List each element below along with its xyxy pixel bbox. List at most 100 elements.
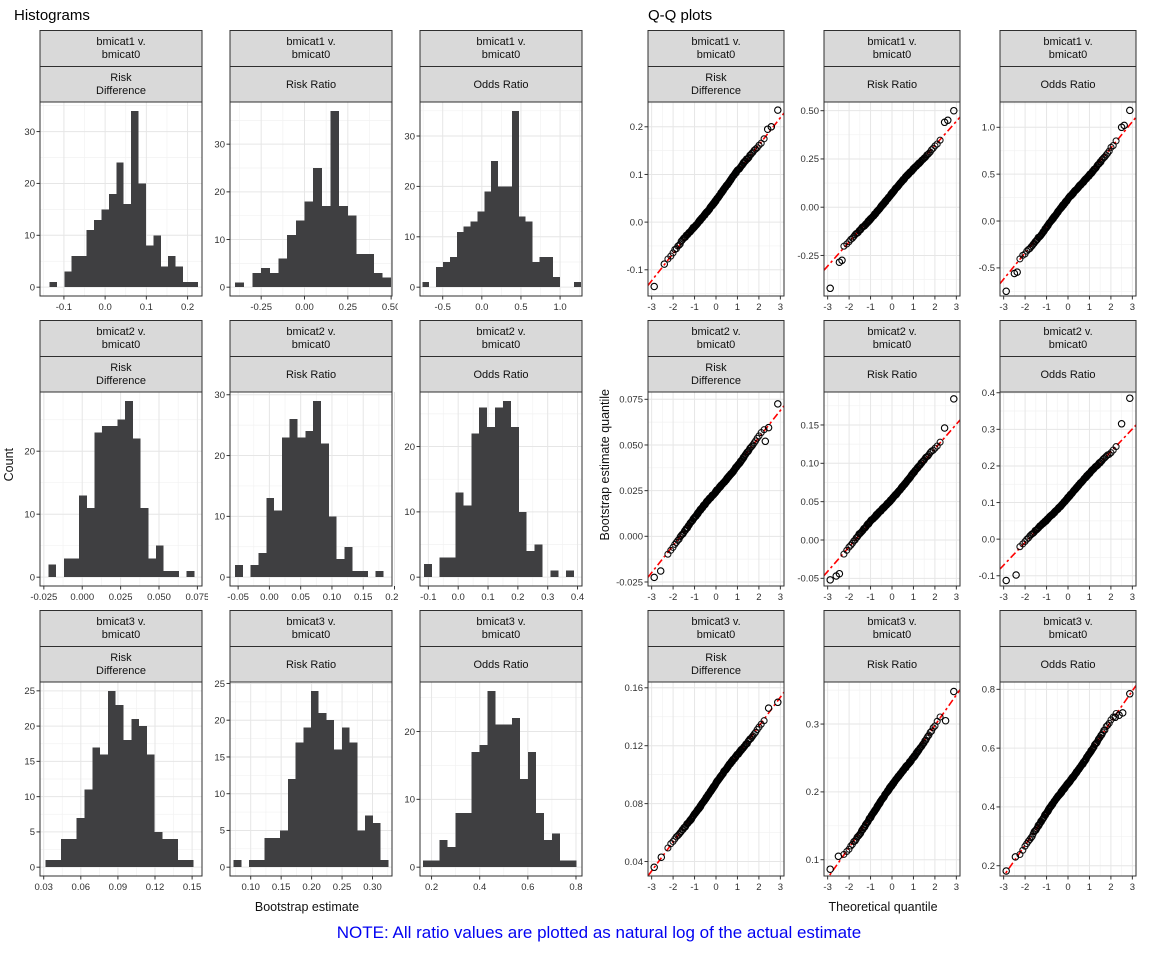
svg-text:-3: -3 xyxy=(823,302,831,313)
svg-text:0.10: 0.10 xyxy=(241,882,259,893)
x-axis-ticks: 0.10 0.15 0.20 0.25 0.30 xyxy=(241,876,382,893)
facet-strips: bmicat3 v.bmicat0 Odds Ratio xyxy=(419,610,583,683)
facet-comparison-label: bmicat2 v. xyxy=(286,326,335,338)
svg-text:-0.1: -0.1 xyxy=(979,571,995,582)
svg-text:0.03: 0.03 xyxy=(34,882,53,893)
svg-text:-1: -1 xyxy=(690,882,698,893)
facet-comparison-label: bmicat0 xyxy=(1049,49,1088,61)
svg-text:-2: -2 xyxy=(669,882,677,893)
svg-text:3: 3 xyxy=(954,302,959,313)
svg-text:-2: -2 xyxy=(845,592,853,603)
panel-border xyxy=(229,101,393,297)
panel-border xyxy=(419,391,583,587)
qq-group: Q-Q plots Bootstrap estimate quantile bm… xyxy=(596,4,1152,920)
qq-points xyxy=(650,106,782,291)
qq-panel-bmicat2-v-bmicat0-odds-ratio-svg: bmicat2 v.bmicat0 Odds Ratio -3 -2 -1 0 1 2 3 -0.… xyxy=(979,320,1137,603)
facet-comparison-label: bmicat0 xyxy=(697,629,736,641)
facet-measure-label: Risk xyxy=(705,652,727,664)
qq-panel-bmicat2-v-bmicat0-risk-difference: bmicat2 v. bmicat0 Risk Difference -3 -2 -1 0 1 2… xyxy=(614,320,790,610)
svg-text:-2: -2 xyxy=(1021,592,1029,603)
svg-text:0: 0 xyxy=(713,302,718,313)
y-axis-ticks: -0.1 0.0 0.1 0.2 0.3 0.4 xyxy=(979,388,1000,582)
svg-text:0: 0 xyxy=(220,282,225,293)
svg-text:25: 25 xyxy=(24,686,35,697)
svg-text:0: 0 xyxy=(1065,302,1070,313)
histogram-panel-bmicat1-v-bmicat0-odds-ratio-svg: bmicat1 v.bmicat0 Odds Ratio -0.5 0.0 0.5 1.0… xyxy=(404,30,583,313)
svg-text:10: 10 xyxy=(404,232,415,243)
qq-panel-bmicat3-v-bmicat0-risk-ratio-svg: bmicat3 v.bmicat0 Risk Ratio -3 -2 -1 0 1 2 3 0.1… xyxy=(806,610,961,893)
facet-strips: bmicat1 v.bmicat0 Risk Ratio xyxy=(823,30,961,103)
svg-text:3: 3 xyxy=(778,302,783,313)
y-axis-ticks: -0.025 0.000 0.025 0.050 0.075 xyxy=(616,395,648,588)
svg-text:0: 0 xyxy=(713,882,718,893)
histogram-bars xyxy=(48,400,195,578)
svg-text:10: 10 xyxy=(214,789,225,800)
histogram-bars xyxy=(233,690,389,868)
svg-text:5: 5 xyxy=(220,826,225,837)
svg-text:0.4: 0.4 xyxy=(473,882,486,893)
svg-text:0.30: 0.30 xyxy=(363,882,382,893)
svg-text:3: 3 xyxy=(1130,882,1135,893)
svg-text:2: 2 xyxy=(932,882,937,893)
histogram-panel-bmicat3-v-bmicat0-odds-ratio: bmicat3 v. bmicat0 Odds Ratio 0.2 0.4 0.6 0.8 0… xyxy=(398,610,588,900)
x-axis-ticks: -0.05 0.00 0.05 0.10 0.15 0.20 xyxy=(227,586,398,603)
facet-comparison-label: bmicat0 xyxy=(292,629,331,641)
svg-text:0.2: 0.2 xyxy=(982,461,995,472)
facet-measure-label: Risk xyxy=(110,362,132,374)
y-axis-ticks: 0 10 20 30 xyxy=(214,139,230,293)
qq-points xyxy=(826,395,958,584)
svg-text:0.075: 0.075 xyxy=(186,592,208,603)
panel-border xyxy=(229,681,393,877)
svg-text:0.20: 0.20 xyxy=(385,592,398,603)
y-axis-ticks: 0 10 20 xyxy=(404,442,420,583)
svg-text:0.05: 0.05 xyxy=(291,592,310,603)
svg-text:0: 0 xyxy=(220,572,225,583)
svg-text:-0.1: -0.1 xyxy=(420,592,436,603)
svg-text:-1: -1 xyxy=(866,592,874,603)
svg-text:-3: -3 xyxy=(647,882,655,893)
svg-text:-2: -2 xyxy=(669,302,677,313)
svg-text:0: 0 xyxy=(30,862,35,873)
svg-text:-0.1: -0.1 xyxy=(627,265,643,276)
qq-panel-bmicat1-v-bmicat0-risk-ratio-svg: bmicat1 v.bmicat0 Risk Ratio -3 -2 -1 0 1 2 3 -0.… xyxy=(797,30,961,313)
histogram-panel-grid: bmicat1 v. bmicat0 Risk Difference -0.1 0.0 0.… xyxy=(18,30,588,900)
grid-lines xyxy=(1000,102,1136,296)
svg-text:30: 30 xyxy=(214,139,225,150)
histogram-panel-bmicat2-v-bmicat0-risk-ratio-svg: bmicat2 v.bmicat0 Risk Ratio -0.05 0.00 0.05… xyxy=(214,320,398,603)
facet-measure-label: Difference xyxy=(691,375,741,387)
svg-text:15: 15 xyxy=(214,752,225,763)
qq-panel-bmicat2-v-bmicat0-risk-ratio-svg: bmicat2 v.bmicat0 Risk Ratio -3 -2 -1 0 1 2 3 -0.… xyxy=(797,320,961,603)
facet-comparison-label: bmicat0 xyxy=(292,339,331,351)
svg-text:20: 20 xyxy=(404,727,415,738)
svg-text:0: 0 xyxy=(889,302,894,313)
svg-text:0.04: 0.04 xyxy=(625,857,644,868)
svg-text:0.50: 0.50 xyxy=(801,106,820,117)
qq-y-axis-label: Bootstrap estimate quantile xyxy=(598,389,612,541)
histograms-body: Count bmicat1 v. bmicat0 Risk Difference -0.… xyxy=(0,30,596,900)
svg-text:10: 10 xyxy=(24,231,35,242)
svg-text:1: 1 xyxy=(735,592,740,603)
svg-text:0: 0 xyxy=(410,572,415,583)
facet-comparison-label: bmicat0 xyxy=(697,339,736,351)
qq-panel-bmicat3-v-bmicat0-odds-ratio: bmicat3 v. bmicat0 Odds Ratio -3 -2 -1 0 1 2 3 0.2… xyxy=(966,610,1142,900)
svg-text:20: 20 xyxy=(24,721,35,732)
x-axis-ticks: -0.1 0.0 0.1 0.2 xyxy=(56,296,194,313)
histogram-panel-bmicat2-v-bmicat0-odds-ratio: bmicat2 v. bmicat0 Odds Ratio -0.1 0.0 0.1 0.2… xyxy=(398,320,588,610)
facet-measure-label: Risk Ratio xyxy=(867,79,917,91)
svg-text:20: 20 xyxy=(214,451,225,462)
svg-text:-1: -1 xyxy=(690,302,698,313)
svg-text:20: 20 xyxy=(404,182,415,193)
facet-measure-label: Odds Ratio xyxy=(1040,659,1095,671)
histogram-panel-bmicat1-v-bmicat0-risk-ratio: bmicat1 v. bmicat0 Risk Ratio -0.25 0.00 0.25… xyxy=(208,30,398,320)
svg-text:0.2: 0.2 xyxy=(982,861,995,872)
svg-text:-3: -3 xyxy=(647,592,655,603)
y-axis-ticks: 0.1 0.2 0.3 xyxy=(806,719,824,866)
y-axis-ticks: -0.1 0.0 0.1 0.2 xyxy=(627,122,648,276)
svg-text:0: 0 xyxy=(889,592,894,603)
svg-text:0.5: 0.5 xyxy=(514,302,527,313)
facet-strips: bmicat2 v.bmicat0 Odds Ratio xyxy=(419,320,583,393)
